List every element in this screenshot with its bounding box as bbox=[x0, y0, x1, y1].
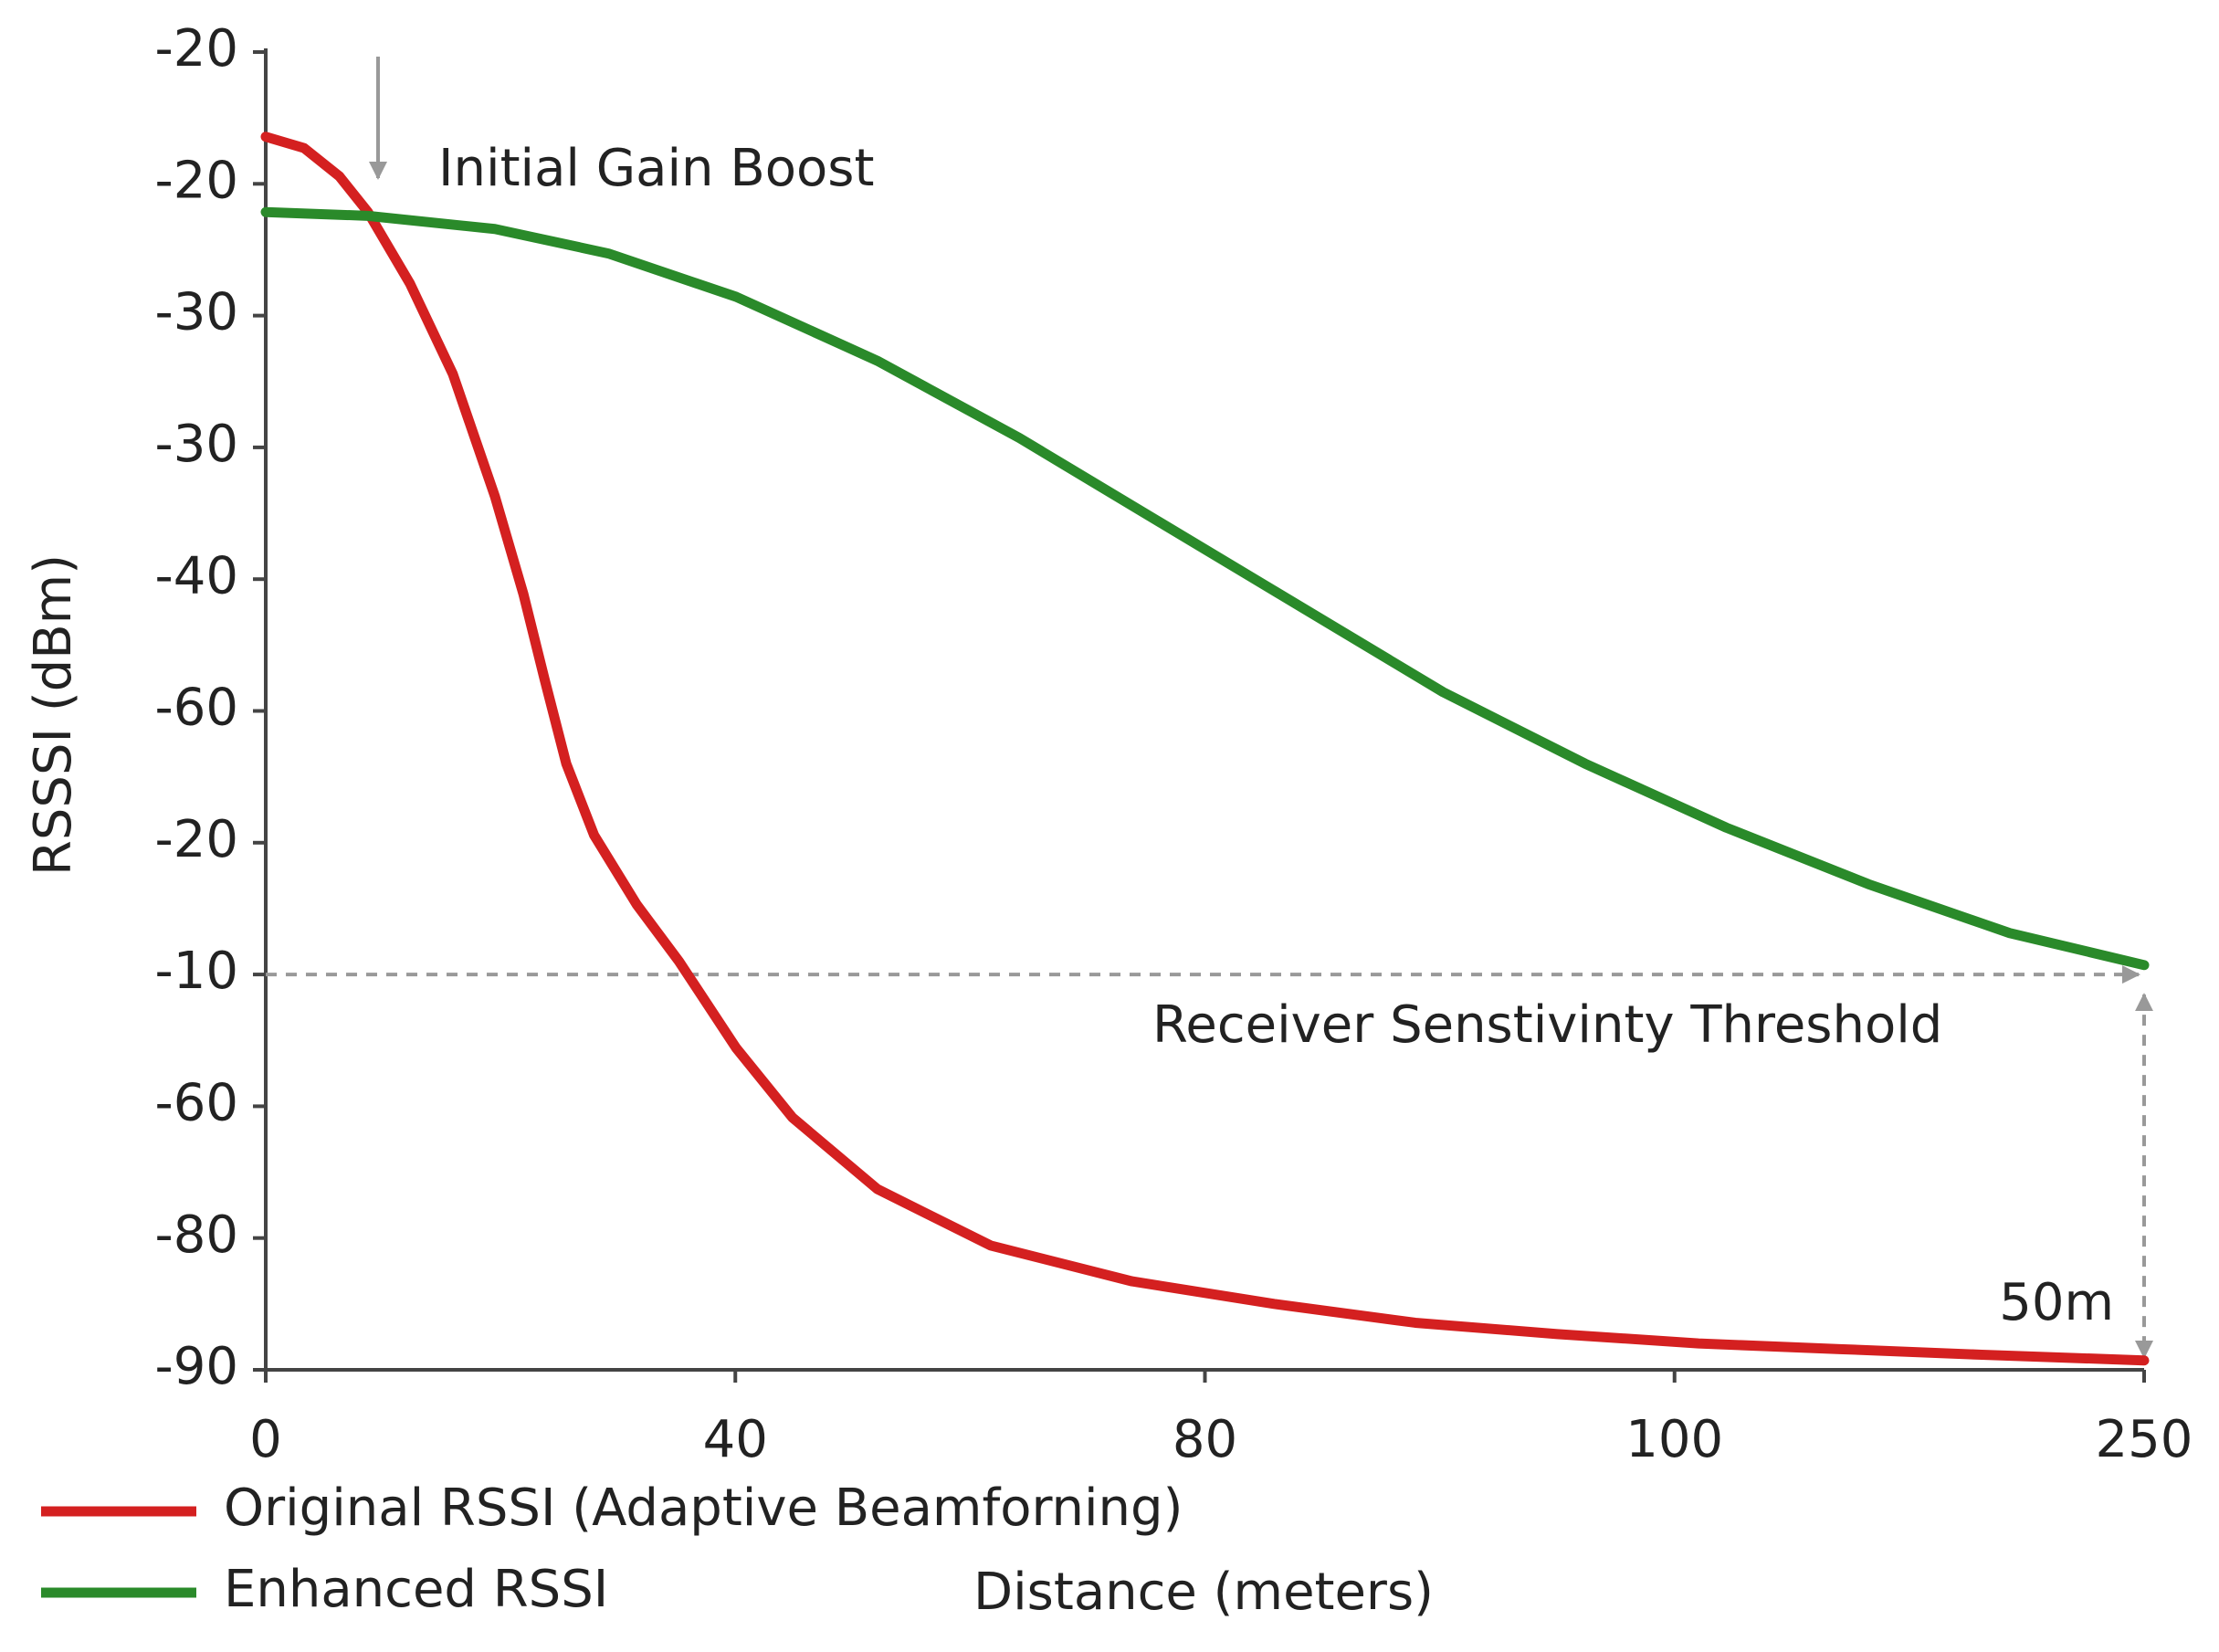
legend-label: Original RSSI (Adaptive Beamforning) bbox=[224, 1478, 1183, 1538]
y-tick-label: -80 bbox=[155, 1205, 238, 1265]
series-line bbox=[260, 132, 2150, 1366]
x-tick-label: 100 bbox=[1625, 1410, 1723, 1469]
x-tick-label: 0 bbox=[249, 1410, 282, 1469]
y-axis-label: RSSSI (dBm) bbox=[24, 554, 83, 876]
x-axis-label: Distance (meters) bbox=[973, 1563, 1434, 1622]
y-tick-label: -30 bbox=[155, 283, 238, 342]
x-tick-label: 250 bbox=[2096, 1410, 2193, 1469]
series-line bbox=[260, 206, 2150, 971]
y-tick-label: -10 bbox=[155, 942, 238, 1001]
x-tick-label: 40 bbox=[703, 1410, 768, 1469]
annotation: 50m bbox=[1999, 1273, 2114, 1332]
y-tick-label: -20 bbox=[155, 19, 238, 79]
annotation: Receiver Senstivinty Threshold bbox=[1152, 995, 1942, 1055]
y-tick-label: -20 bbox=[155, 810, 238, 869]
y-tick-label: -20 bbox=[155, 151, 238, 210]
legend-label: Enhanced RSSI bbox=[224, 1560, 608, 1619]
y-tick-label: -60 bbox=[155, 1074, 238, 1133]
y-tick-label: -30 bbox=[155, 415, 238, 474]
y-tick-label: -40 bbox=[155, 546, 238, 605]
x-tick-label: 80 bbox=[1173, 1410, 1237, 1469]
y-tick-label: -90 bbox=[155, 1337, 238, 1396]
y-tick-label: -60 bbox=[155, 679, 238, 738]
annotation: Initial Gain Boost bbox=[438, 139, 874, 198]
